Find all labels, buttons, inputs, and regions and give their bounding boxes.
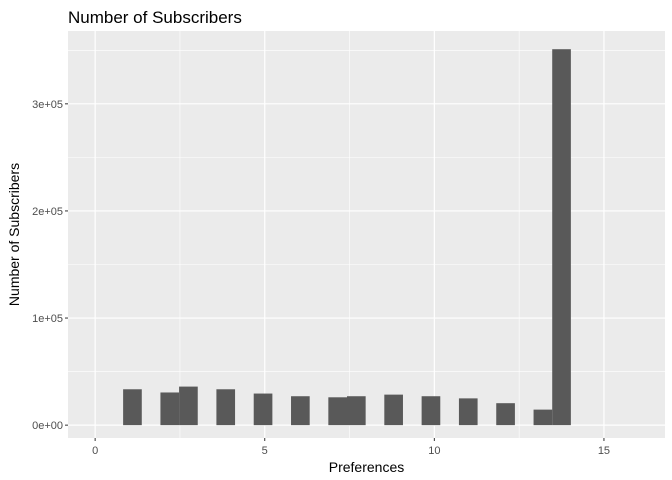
histogram-bar <box>328 397 347 426</box>
histogram-bar <box>216 389 236 426</box>
histogram-bar <box>496 403 515 426</box>
y-axis-title: Number of Subscribers <box>6 163 22 306</box>
histogram-bar <box>160 392 180 426</box>
x-tick-label: 5 <box>262 445 268 457</box>
plot-panel <box>68 31 665 438</box>
histogram-bar <box>346 396 366 426</box>
minor-gridlines <box>68 31 665 438</box>
histogram-bar <box>533 409 553 426</box>
histogram-bar <box>179 386 198 426</box>
x-axis-title: Preferences <box>329 459 404 475</box>
y-tick-label: 2e+05 <box>32 206 63 218</box>
y-tick-label: 0e+00 <box>32 420 63 432</box>
histogram-bar <box>123 389 142 426</box>
histogram-bars <box>123 49 571 426</box>
x-tick-label: 15 <box>598 445 610 457</box>
histogram-bar <box>253 393 273 426</box>
y-tick-label: 3e+05 <box>32 99 63 111</box>
y-tick-label: 1e+05 <box>32 313 63 325</box>
chart-title: Number of Subscribers <box>68 8 242 27</box>
x-tick-label: 0 <box>92 445 98 457</box>
x-tick-label: 10 <box>428 445 440 457</box>
y-axis: 0e+00 1e+05 2e+05 3e+05 <box>32 99 68 432</box>
histogram-bar <box>384 394 403 426</box>
histogram-bar <box>458 398 478 426</box>
x-axis: 0 5 10 15 <box>92 438 610 457</box>
histogram-bar <box>291 396 310 426</box>
histogram-bar <box>421 396 441 426</box>
histogram-bar <box>552 49 571 426</box>
